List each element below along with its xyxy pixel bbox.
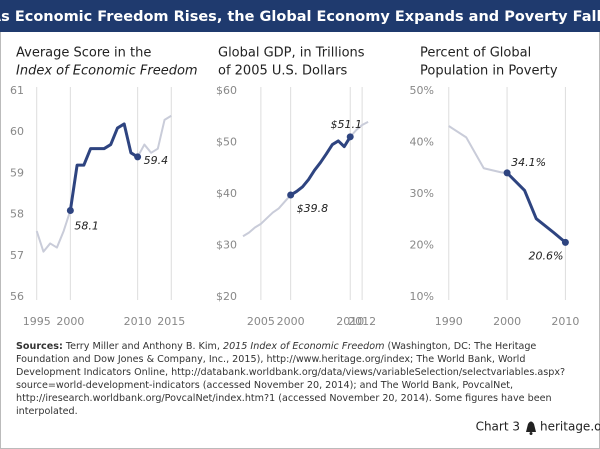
x-tick-label: 2015 — [157, 315, 185, 328]
point — [561, 238, 569, 246]
sources-italic: 2015 Index of Economic Freedom — [222, 341, 385, 352]
point — [503, 169, 511, 177]
sources-text: Terry Miller and Anthony B. Kim, — [62, 341, 223, 352]
sources-text: (Washington, DC: The Heritage Foundation… — [16, 341, 566, 417]
y-tick-label: $60 — [216, 84, 237, 97]
y-tick-label: 58 — [10, 208, 24, 221]
x-tick-label: 2010 — [124, 315, 152, 328]
x-tick-label: 2000 — [277, 315, 305, 328]
bell-icon — [526, 421, 536, 435]
x-tick-label: 2010 — [336, 315, 364, 328]
y-tick-label: 30% — [410, 187, 434, 200]
y-tick-label: 57 — [10, 249, 24, 262]
value-label: 59.4 — [144, 154, 169, 167]
y-tick-label: $20 — [216, 290, 237, 303]
y-tick-label: $40 — [216, 187, 237, 200]
sources: Sources: Terry Miller and Anthony B. Kim… — [16, 340, 586, 418]
site: heritage.org — [540, 420, 600, 434]
x-tick-label: 2005 — [247, 315, 275, 328]
value-label: 20.6% — [528, 249, 563, 262]
header-title: As Economic Freedom Rises, the Global Ec… — [0, 9, 600, 25]
panel-title: Index of Economic Freedom — [16, 64, 198, 79]
header-bar — [0, 0, 600, 32]
highlight-line — [289, 136, 352, 197]
y-tick-label: 56 — [10, 290, 24, 303]
sources-label: Sources: — [16, 341, 63, 352]
highlight-line — [506, 171, 567, 244]
chart-number: Chart 3 — [476, 420, 520, 434]
point — [134, 153, 142, 161]
x-tick-label: 2000 — [493, 315, 521, 328]
panel-title: of 2005 U.S. Dollars — [218, 64, 348, 79]
value-label: $39.8 — [297, 202, 329, 215]
point — [66, 206, 74, 214]
line — [35, 114, 172, 253]
x-tick-label: 2010 — [551, 315, 579, 328]
x-tick-label: 2000 — [56, 315, 84, 328]
y-tick-label: 61 — [10, 84, 24, 97]
y-tick-label: 10% — [410, 290, 434, 303]
value-label: $51.1 — [330, 118, 362, 131]
y-tick-label: 59 — [10, 166, 24, 179]
x-tick-label: 2012 — [348, 315, 376, 328]
x-tick-label: 1995 — [23, 315, 51, 328]
y-tick-label: 40% — [410, 136, 434, 149]
panel-title: Average Score in the — [16, 46, 151, 61]
value-label: 58.1 — [74, 219, 99, 232]
point — [346, 133, 354, 141]
panel-title: Percent of Global — [420, 46, 531, 61]
x-tick-label: 1990 — [435, 315, 463, 328]
y-tick-label: $30 — [216, 239, 237, 252]
y-tick-label: 60 — [10, 125, 24, 138]
y-tick-label: 50% — [410, 84, 434, 97]
point — [287, 191, 295, 199]
panel-title: Population in Poverty — [420, 64, 558, 79]
panel-title: Global GDP, in Trillions — [218, 46, 365, 61]
highlight-line — [68, 122, 139, 211]
y-tick-label: $50 — [216, 136, 237, 149]
y-tick-label: 20% — [410, 239, 434, 252]
value-label: 34.1% — [511, 156, 546, 169]
